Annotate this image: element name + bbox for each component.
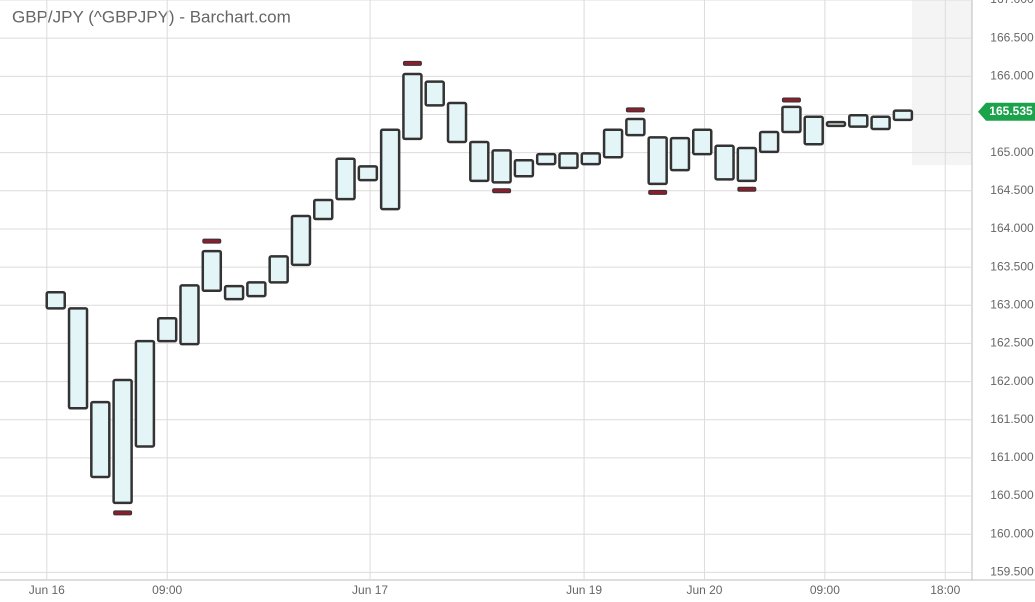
last-price-label: 165.535 (989, 104, 1033, 118)
range-box (558, 152, 579, 170)
range-box (469, 140, 490, 183)
range-box (625, 117, 646, 137)
y-tick-label: 162.000 (990, 374, 1034, 388)
range-box (781, 105, 802, 134)
range-box (290, 214, 312, 267)
last-price-tag (978, 102, 1035, 121)
y-tick-label: 167.000 (990, 0, 1034, 6)
x-tick-label: 09:00 (152, 583, 182, 597)
range-box (535, 152, 557, 166)
range-box (112, 378, 133, 505)
shaded-region (912, 0, 972, 165)
y-tick-label: 166.500 (990, 30, 1034, 44)
y-tick-label: 166.000 (990, 68, 1034, 82)
range-box (803, 115, 824, 146)
extreme-marker (113, 510, 133, 516)
range-box (357, 165, 379, 182)
range-box (335, 157, 356, 201)
range-box (179, 284, 200, 346)
range-box (691, 128, 713, 156)
range-box (446, 101, 468, 144)
range-box (491, 149, 512, 184)
extreme-marker (492, 188, 512, 194)
range-box (201, 249, 223, 293)
range-box (848, 113, 869, 128)
range-box (736, 146, 758, 183)
extreme-marker (737, 186, 757, 192)
range-box (313, 198, 334, 221)
y-tick-label: 161.000 (990, 450, 1034, 464)
range-box (45, 291, 66, 310)
range-box (268, 255, 289, 284)
range-box (90, 400, 111, 479)
chart-title: GBP/JPY (^GBPJPY) - Barchart.com (12, 7, 291, 26)
range-box (892, 109, 914, 122)
x-tick-label: Jun 17 (352, 583, 388, 597)
x-tick-label: 18:00 (930, 583, 960, 597)
range-box (825, 120, 847, 128)
range-box (669, 136, 691, 172)
range-box (758, 130, 780, 154)
y-tick-label: 161.500 (990, 412, 1034, 426)
range-box (513, 159, 535, 178)
y-tick-label: 163.500 (990, 259, 1034, 273)
range-box (424, 80, 445, 107)
y-tick-label: 165.000 (990, 145, 1034, 159)
range-box (134, 339, 156, 448)
extreme-marker (202, 238, 222, 244)
x-tick-label: 09:00 (810, 583, 840, 597)
y-tick-label: 164.500 (990, 183, 1034, 197)
range-box (870, 115, 891, 131)
y-tick-label: 160.000 (990, 526, 1034, 540)
x-tick-label: Jun 16 (29, 583, 65, 597)
y-tick-label: 160.500 (990, 488, 1034, 502)
x-tick-label: Jun 20 (686, 583, 722, 597)
extreme-marker (402, 60, 422, 66)
extreme-marker (781, 97, 801, 103)
range-box (379, 128, 401, 211)
range-box (647, 136, 668, 186)
extreme-marker (648, 189, 668, 195)
y-tick-label: 163.000 (990, 297, 1034, 311)
y-tick-label: 162.500 (990, 336, 1034, 350)
range-box (156, 316, 178, 343)
range-box (580, 152, 602, 166)
range-box (223, 284, 245, 301)
range-box (246, 281, 267, 298)
x-tick-label: Jun 19 (566, 583, 602, 597)
range-box (402, 72, 423, 141)
range-box (714, 144, 735, 181)
y-tick-label: 164.000 (990, 221, 1034, 235)
range-box (67, 307, 89, 410)
extreme-marker (625, 107, 645, 113)
y-tick-label: 159.500 (990, 565, 1034, 579)
range-box (602, 128, 624, 159)
